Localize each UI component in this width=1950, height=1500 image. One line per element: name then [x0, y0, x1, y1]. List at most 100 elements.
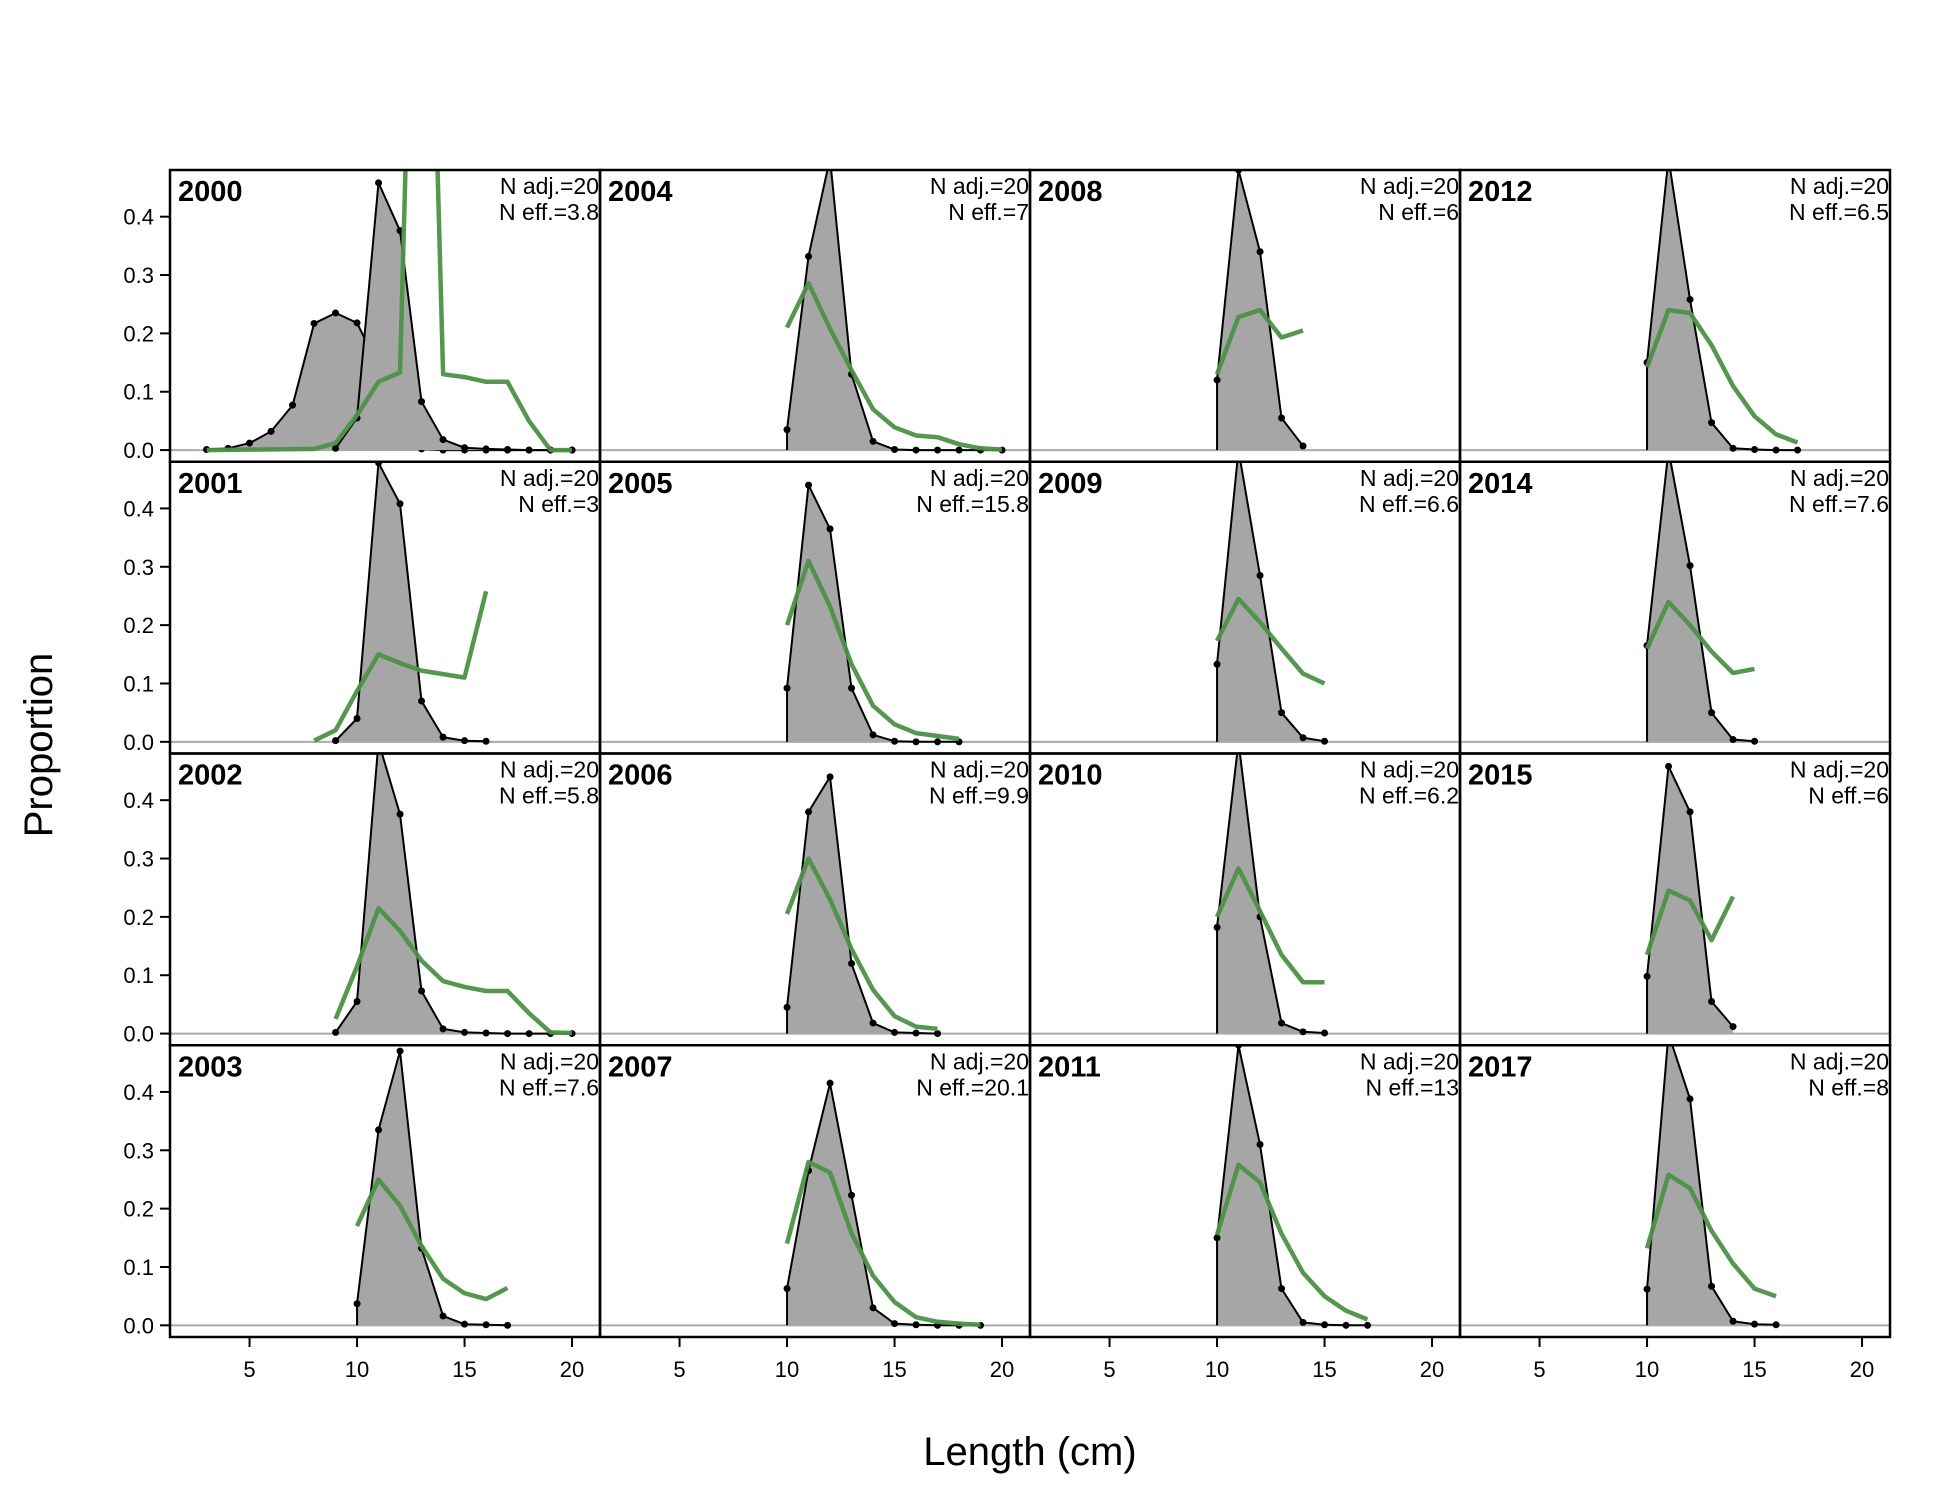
observed-point [1299, 1318, 1307, 1326]
observed-point [955, 446, 963, 454]
n-eff-label: N eff.=5.8 [499, 783, 599, 809]
panel-year-label: 2008 [1038, 176, 1103, 208]
observed-point [1665, 155, 1672, 162]
y-tick-label: 0.4 [123, 788, 154, 813]
n-adj-label: N adj.=20 [1790, 757, 1889, 783]
y-tick-label: 0.2 [123, 1197, 154, 1222]
observed-point [848, 684, 856, 692]
n-adj-label: N adj.=20 [930, 173, 1029, 199]
observed-point [827, 155, 834, 162]
observed-area [206, 313, 572, 451]
observed-point [1708, 419, 1716, 427]
n-eff-label: N eff.=3.8 [499, 199, 599, 225]
panel-year-label: 2009 [1038, 468, 1103, 500]
observed-point [826, 525, 834, 533]
observed-point [891, 737, 899, 745]
panel-year-label: 2017 [1468, 1051, 1533, 1083]
expected-line [206, 170, 572, 453]
observed-point [439, 1312, 447, 1320]
observed-point [1321, 1321, 1329, 1329]
observed-point [375, 179, 383, 187]
observed-point [1794, 446, 1802, 454]
x-tick-label: 20 [1850, 1357, 1874, 1382]
panel-year-label: 2001 [178, 468, 243, 500]
observed-area-2 [335, 182, 572, 451]
n-adj-label: N adj.=20 [500, 465, 599, 491]
x-tick-label: 10 [775, 1357, 799, 1382]
observed-point [375, 1126, 383, 1134]
n-eff-label: N eff.=6.5 [1789, 199, 1889, 225]
observed-line [334, 753, 572, 1035]
panel-2012 [1460, 155, 1890, 454]
n-eff-label: N eff.=8 [1808, 1074, 1889, 1100]
observed-point [482, 1321, 490, 1329]
observed-point [1708, 709, 1716, 717]
expected-line [784, 856, 938, 1032]
observed-area [1217, 1045, 1368, 1326]
n-eff-label: N eff.=7.6 [1789, 491, 1889, 517]
observed-point [461, 444, 469, 452]
observed-area [787, 776, 938, 1034]
observed-point [805, 252, 813, 260]
panel-year-label: 2006 [608, 760, 673, 792]
observed-point [826, 1079, 834, 1087]
observed-point [1751, 445, 1759, 453]
observed-point [1729, 1023, 1737, 1031]
observed-point [396, 1047, 404, 1055]
y-tick-label: 0.2 [123, 613, 154, 638]
observed-point [1686, 808, 1694, 816]
n-eff-label: N eff.=6 [1808, 783, 1889, 809]
observed-point [332, 1028, 340, 1036]
y-axis-title: Proportion [17, 653, 61, 838]
n-adj-label: N adj.=20 [930, 757, 1029, 783]
observed-point [1729, 735, 1737, 743]
observed-point [461, 1320, 469, 1328]
x-tick-label: 15 [882, 1357, 906, 1382]
observed-line [1216, 461, 1325, 743]
observed-point [1665, 762, 1673, 770]
n-adj-label: N adj.=20 [1360, 757, 1459, 783]
panel-2003 [170, 1047, 600, 1329]
observed-point [418, 697, 426, 705]
observed-line [1216, 753, 1325, 1034]
observed-point [439, 733, 447, 741]
panel-2000 [170, 170, 600, 454]
n-eff-label: N eff.=9.9 [929, 783, 1029, 809]
observed-point [934, 738, 942, 746]
observed-point [439, 1025, 447, 1033]
observed-point [1256, 572, 1264, 580]
observed-area [335, 753, 572, 1034]
n-adj-label: N adj.=20 [1790, 465, 1889, 491]
n-adj-label: N adj.=20 [500, 757, 599, 783]
n-eff-label: N eff.=7.6 [499, 1074, 599, 1100]
observed-point [891, 1028, 899, 1036]
observed-point [1321, 1029, 1329, 1037]
panel-year-label: 2005 [608, 468, 673, 500]
observed-point [1213, 376, 1221, 384]
panel-2001 [170, 461, 600, 745]
observed-point [891, 1320, 899, 1328]
observed-point [1772, 1321, 1780, 1329]
n-eff-label: N eff.=6.6 [1359, 491, 1459, 517]
observed-point [869, 731, 877, 739]
x-tick-label: 15 [1312, 1357, 1336, 1382]
observed-point [504, 1321, 512, 1329]
observed-point [353, 997, 361, 1005]
expected-line [354, 1177, 509, 1302]
observed-point [1708, 1282, 1716, 1290]
observed-point [783, 1285, 791, 1293]
expected-line [1214, 1162, 1369, 1322]
observed-point [504, 445, 512, 453]
y-tick-label: 0.1 [123, 671, 154, 696]
x-tick-label: 10 [1635, 1357, 1659, 1382]
expected-line [784, 1159, 981, 1327]
observed-point [332, 737, 340, 745]
y-tick-label: 0.0 [123, 1022, 154, 1047]
observed-point [912, 1029, 920, 1037]
observed-point [1708, 997, 1716, 1005]
observed-line [1646, 170, 1798, 452]
x-tick-label: 5 [673, 1357, 685, 1382]
observed-point [1729, 1317, 1737, 1325]
observed-point [805, 808, 813, 816]
observed-area [787, 170, 1002, 451]
